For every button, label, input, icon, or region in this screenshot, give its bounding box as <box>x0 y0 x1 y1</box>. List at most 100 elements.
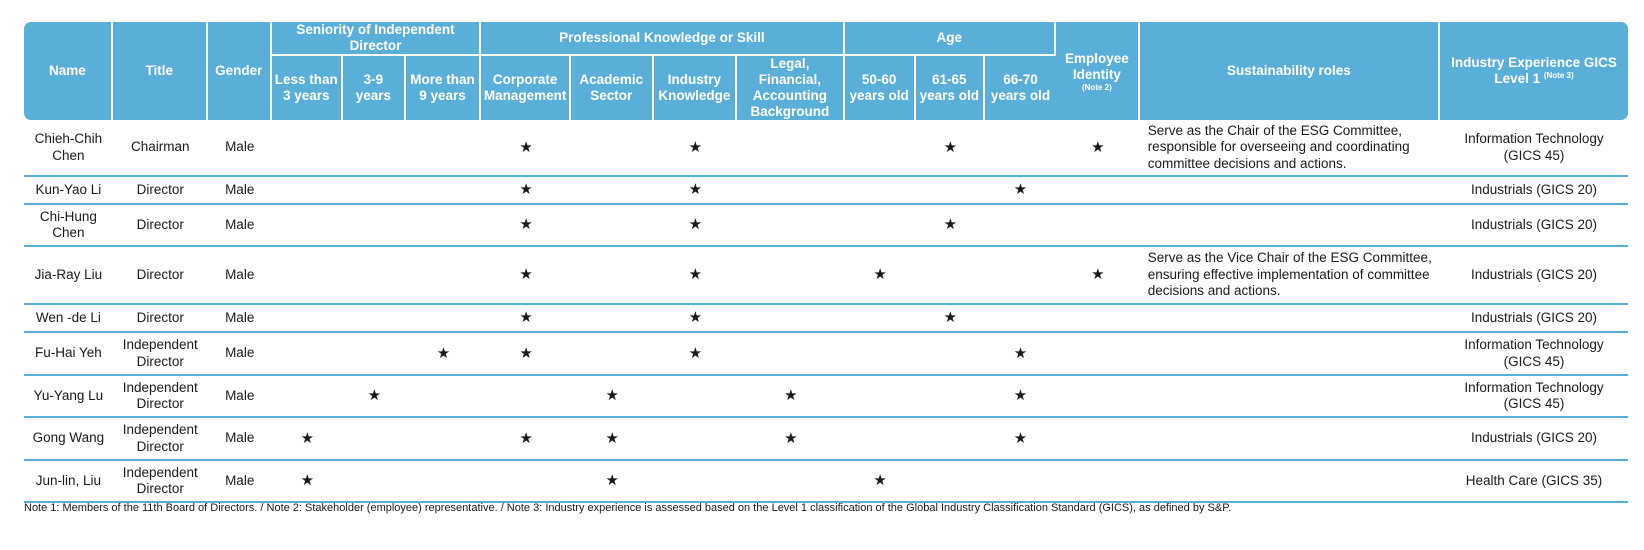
header-industry: Industry Experience GICS Level 1 (Note 3… <box>1440 22 1628 120</box>
cell-age-66-70: ★ <box>984 333 1057 376</box>
cell-skill-corporate: ★ <box>481 418 571 461</box>
table-row: Kun-Yao Li Director Male ★ ★ ★ Industrials (GI… <box>24 177 1628 205</box>
cell-employee-identity: ★ <box>1056 120 1140 177</box>
cell-age-50-60 <box>844 418 916 461</box>
cell-seniority-lt3 <box>271 120 343 177</box>
cell-skill-industry: ★ <box>653 120 738 177</box>
header-employee-note: (Note 2) <box>1082 82 1112 92</box>
cell-skill-academic: ★ <box>571 461 654 503</box>
cell-title: Independent Director <box>112 376 208 418</box>
cell-title: Director <box>112 205 208 247</box>
header-employee-identity: Employee Identity (Note 2) <box>1056 22 1140 120</box>
cell-skill-industry: ★ <box>653 305 738 333</box>
cell-age-66-70 <box>984 205 1057 247</box>
cell-title: Independent Director <box>112 461 208 503</box>
cell-age-66-70: ★ <box>984 376 1057 418</box>
cell-skill-industry <box>653 418 738 461</box>
footnote: Note 1: Members of the 11th Board of Dir… <box>24 502 1232 514</box>
cell-age-66-70: ★ <box>984 418 1057 461</box>
cell-gender: Male <box>207 461 272 503</box>
header-employee-identity-label: Employee Identity <box>1065 50 1129 82</box>
cell-seniority-gt9 <box>405 418 482 461</box>
cell-skill-legal <box>737 333 845 376</box>
cell-employee-identity <box>1056 418 1140 461</box>
cell-seniority-gt9 <box>405 305 482 333</box>
cell-skill-industry: ★ <box>653 177 738 205</box>
cell-seniority-3-9 <box>342 120 406 177</box>
cell-sustainability-role: Serve as the Chair of the ESG Committee,… <box>1139 120 1441 177</box>
header-age-66-70: 66-70 years old <box>984 54 1057 120</box>
cell-seniority-3-9 <box>342 333 406 376</box>
cell-age-50-60 <box>844 333 916 376</box>
cell-seniority-gt9 <box>405 461 482 503</box>
cell-employee-identity <box>1056 305 1140 333</box>
cell-skill-industry: ★ <box>653 205 738 247</box>
cell-skill-legal <box>737 120 845 177</box>
cell-age-66-70 <box>984 247 1057 305</box>
cell-employee-identity <box>1056 205 1140 247</box>
cell-title: Chairman <box>112 120 208 177</box>
cell-seniority-gt9 <box>405 247 482 305</box>
cell-industry-experience: Information Technology (GICS 45) <box>1440 376 1628 418</box>
cell-employee-identity <box>1056 177 1140 205</box>
cell-age-50-60: ★ <box>844 461 916 503</box>
table-row: Yu-Yang Lu Independent Director Male ★ ★ ★ ★ In… <box>24 376 1628 418</box>
cell-age-61-65 <box>915 461 985 503</box>
header-skill-industry: Industry Knowledge <box>653 54 738 120</box>
cell-seniority-3-9: ★ <box>342 376 406 418</box>
cell-age-50-60: ★ <box>844 247 916 305</box>
header-gender: Gender <box>207 22 272 120</box>
cell-skill-academic <box>571 305 654 333</box>
cell-age-66-70 <box>984 461 1057 503</box>
cell-seniority-lt3 <box>271 205 343 247</box>
table-row: Chi-Hung Chen Director Male ★ ★ ★ Industrials … <box>24 205 1628 247</box>
cell-industry-experience: Industrials (GICS 20) <box>1440 247 1628 305</box>
cell-sustainability-role <box>1139 177 1441 205</box>
cell-gender: Male <box>207 120 272 177</box>
cell-seniority-3-9 <box>342 305 406 333</box>
cell-skill-industry <box>653 461 738 503</box>
cell-seniority-lt3 <box>271 305 343 333</box>
cell-gender: Male <box>207 247 272 305</box>
cell-skill-legal: ★ <box>737 376 845 418</box>
header-group-seniority: Seniority of Independent Director <box>271 22 482 54</box>
cell-title: Director <box>112 247 208 305</box>
cell-name: Yu-Yang Lu <box>24 376 113 418</box>
header-age-50-60: 50-60 years old <box>844 54 916 120</box>
header-name: Name <box>24 22 113 120</box>
table-row: Chieh-Chih Chen Chairman Male ★ ★ ★ ★ Serve as … <box>24 120 1628 177</box>
cell-name: Chieh-Chih Chen <box>24 120 113 177</box>
cell-skill-corporate: ★ <box>481 177 571 205</box>
cell-gender: Male <box>207 418 272 461</box>
cell-title: Director <box>112 177 208 205</box>
cell-seniority-lt3 <box>271 333 343 376</box>
cell-sustainability-role <box>1139 461 1441 503</box>
cell-skill-academic <box>571 205 654 247</box>
cell-industry-experience: Health Care (GICS 35) <box>1440 461 1628 503</box>
header-age-61-65: 61-65 years old <box>915 54 985 120</box>
board-skills-table: Name Title Gender Seniority of Independe… <box>24 22 1628 503</box>
cell-employee-identity <box>1056 333 1140 376</box>
table-body: Chieh-Chih Chen Chairman Male ★ ★ ★ ★ Serve as … <box>24 120 1628 503</box>
cell-sustainability-role <box>1139 305 1441 333</box>
table-row: Jia-Ray Liu Director Male ★ ★ ★ ★ Serve as the … <box>24 247 1628 305</box>
header-title: Title <box>112 22 208 120</box>
cell-industry-experience: Industrials (GICS 20) <box>1440 205 1628 247</box>
header-industry-label: Industry Experience GICS Level 1 <box>1451 55 1617 86</box>
cell-age-66-70 <box>984 120 1057 177</box>
header-seniority-3-9: 3-9 years <box>342 54 406 120</box>
cell-name: Gong Wang <box>24 418 113 461</box>
cell-title: Independent Director <box>112 418 208 461</box>
header-seniority-lt3: Less than 3 years <box>271 54 343 120</box>
cell-gender: Male <box>207 205 272 247</box>
cell-gender: Male <box>207 376 272 418</box>
cell-skill-corporate: ★ <box>481 333 571 376</box>
cell-industry-experience: Industrials (GICS 20) <box>1440 418 1628 461</box>
cell-age-61-65 <box>915 376 985 418</box>
cell-title: Independent Director <box>112 333 208 376</box>
cell-industry-experience: Information Technology (GICS 45) <box>1440 120 1628 177</box>
cell-age-50-60 <box>844 177 916 205</box>
cell-name: Fu-Hai Yeh <box>24 333 113 376</box>
cell-skill-academic <box>571 333 654 376</box>
cell-skill-corporate: ★ <box>481 205 571 247</box>
